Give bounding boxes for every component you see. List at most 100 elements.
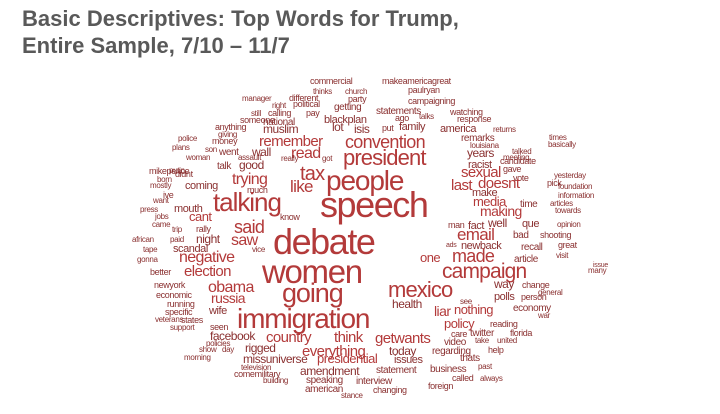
cloud-word: born (157, 175, 172, 184)
cloud-word: campaign (442, 260, 526, 283)
cloud-word: sexual (461, 164, 501, 181)
cloud-word: church (345, 87, 367, 96)
cloud-word: muslim (263, 122, 299, 136)
cloud-word: man (448, 220, 465, 230)
cloud-word: party (348, 94, 367, 104)
cloud-word: que (522, 218, 539, 230)
cloud-word: campaigning (408, 96, 455, 106)
cloud-word: care (451, 329, 467, 339)
cloud-word: got (322, 154, 333, 163)
cloud-word: video (444, 337, 467, 348)
cloud-word: person (521, 292, 547, 302)
cloud-word: manager (242, 94, 272, 103)
cloud-word: running (167, 299, 195, 309)
cloud-word: money (212, 136, 238, 146)
cloud-word: press (140, 205, 158, 214)
cloud-word: isis (354, 122, 370, 136)
cloud-word: paid (170, 235, 184, 244)
cloud-word: family (399, 121, 426, 133)
cloud-word: email (457, 225, 494, 244)
cloud-word: made (452, 246, 495, 266)
cloud-word: stance (341, 391, 364, 400)
cloud-word: change (522, 280, 550, 290)
cloud-word: seen (210, 322, 228, 332)
cloud-word: read (291, 145, 320, 162)
cloud-word: makeamericagreat (382, 76, 452, 86)
cloud-word: debate (273, 221, 375, 262)
cloud-word: foreign (428, 381, 453, 391)
cloud-word: remarks (461, 133, 495, 144)
cloud-word: basically (548, 140, 576, 149)
cloud-word: pick (547, 178, 562, 188)
cloud-word: like (290, 177, 313, 196)
cloud-word: american (305, 384, 343, 395)
cloud-word: building (263, 376, 288, 385)
cloud-word: mikepence (149, 166, 190, 176)
cloud-word: still (251, 109, 261, 118)
cloud-word: issues (394, 354, 423, 366)
cloud-word: ago (395, 113, 409, 123)
cloud-word: russia (211, 290, 246, 306)
cloud-word: veterans (155, 315, 183, 324)
cloud-word: shooting (540, 230, 572, 240)
cloud-word: towards (555, 206, 581, 215)
cloud-word: vote (513, 173, 529, 183)
cloud-word: put (382, 123, 394, 133)
cloud-word: different (289, 93, 319, 103)
cloud-word: tape (143, 245, 158, 254)
cloud-word: coming (185, 180, 218, 192)
cloud-word: morning (184, 353, 211, 362)
cloud-word: everything (302, 343, 365, 360)
cloud-word: well (487, 216, 507, 230)
cloud-word: right (272, 101, 287, 110)
cloud-word: think (334, 329, 364, 346)
cloud-word: night (196, 232, 221, 246)
cloud-word: past (478, 362, 493, 371)
cloud-word: racist (468, 159, 492, 171)
cloud-word: speech (320, 184, 427, 225)
cloud-word: ads (446, 242, 457, 249)
title-line: Entire Sample, 7/10 – 11/7 (22, 33, 290, 58)
cloud-word: talk (217, 161, 232, 172)
cloud-word: comemilitary (234, 369, 281, 379)
cloud-word: day (222, 345, 234, 354)
cloud-word: make (472, 187, 497, 199)
cloud-word: show (199, 345, 217, 354)
cloud-word: rigged (245, 341, 275, 355)
cloud-word: meeting (503, 153, 529, 162)
cloud-word: help (488, 345, 504, 355)
cloud-word: african (132, 235, 154, 244)
cloud-word: remember (259, 133, 323, 150)
cloud-word: wife (208, 305, 227, 317)
cloud-word: getwants (375, 330, 430, 347)
cloud-word: reading (490, 319, 518, 329)
cloud-word: commercial (310, 76, 353, 86)
cloud-word: political (293, 99, 320, 109)
cloud-word: opinion (557, 220, 581, 229)
cloud-word: way (493, 277, 514, 291)
cloud-word: blackplan (324, 114, 367, 126)
cloud-word: mexico (388, 277, 453, 302)
cloud-word: rally (196, 224, 212, 234)
cloud-word: plans (172, 143, 190, 152)
cloud-word: came (152, 220, 171, 229)
cloud-word: talked (512, 147, 531, 156)
cloud-word: today (389, 344, 416, 358)
cloud-word: television (241, 363, 271, 372)
cloud-word: time (520, 199, 538, 210)
cloud-word: economy (513, 303, 551, 314)
cloud-word: really (281, 154, 299, 163)
cloud-word: talking (213, 187, 281, 217)
cloud-word: going (282, 278, 343, 308)
cloud-word: went (218, 147, 239, 158)
cloud-word: economic (156, 290, 192, 300)
cloud-word: policies (206, 339, 230, 348)
cloud-word: newyork (154, 280, 186, 290)
cloud-word: article (514, 254, 539, 265)
cloud-word: son (205, 145, 217, 154)
cloud-word: information (558, 191, 594, 200)
cloud-word: talks (419, 112, 434, 121)
cloud-word: support (170, 323, 196, 332)
